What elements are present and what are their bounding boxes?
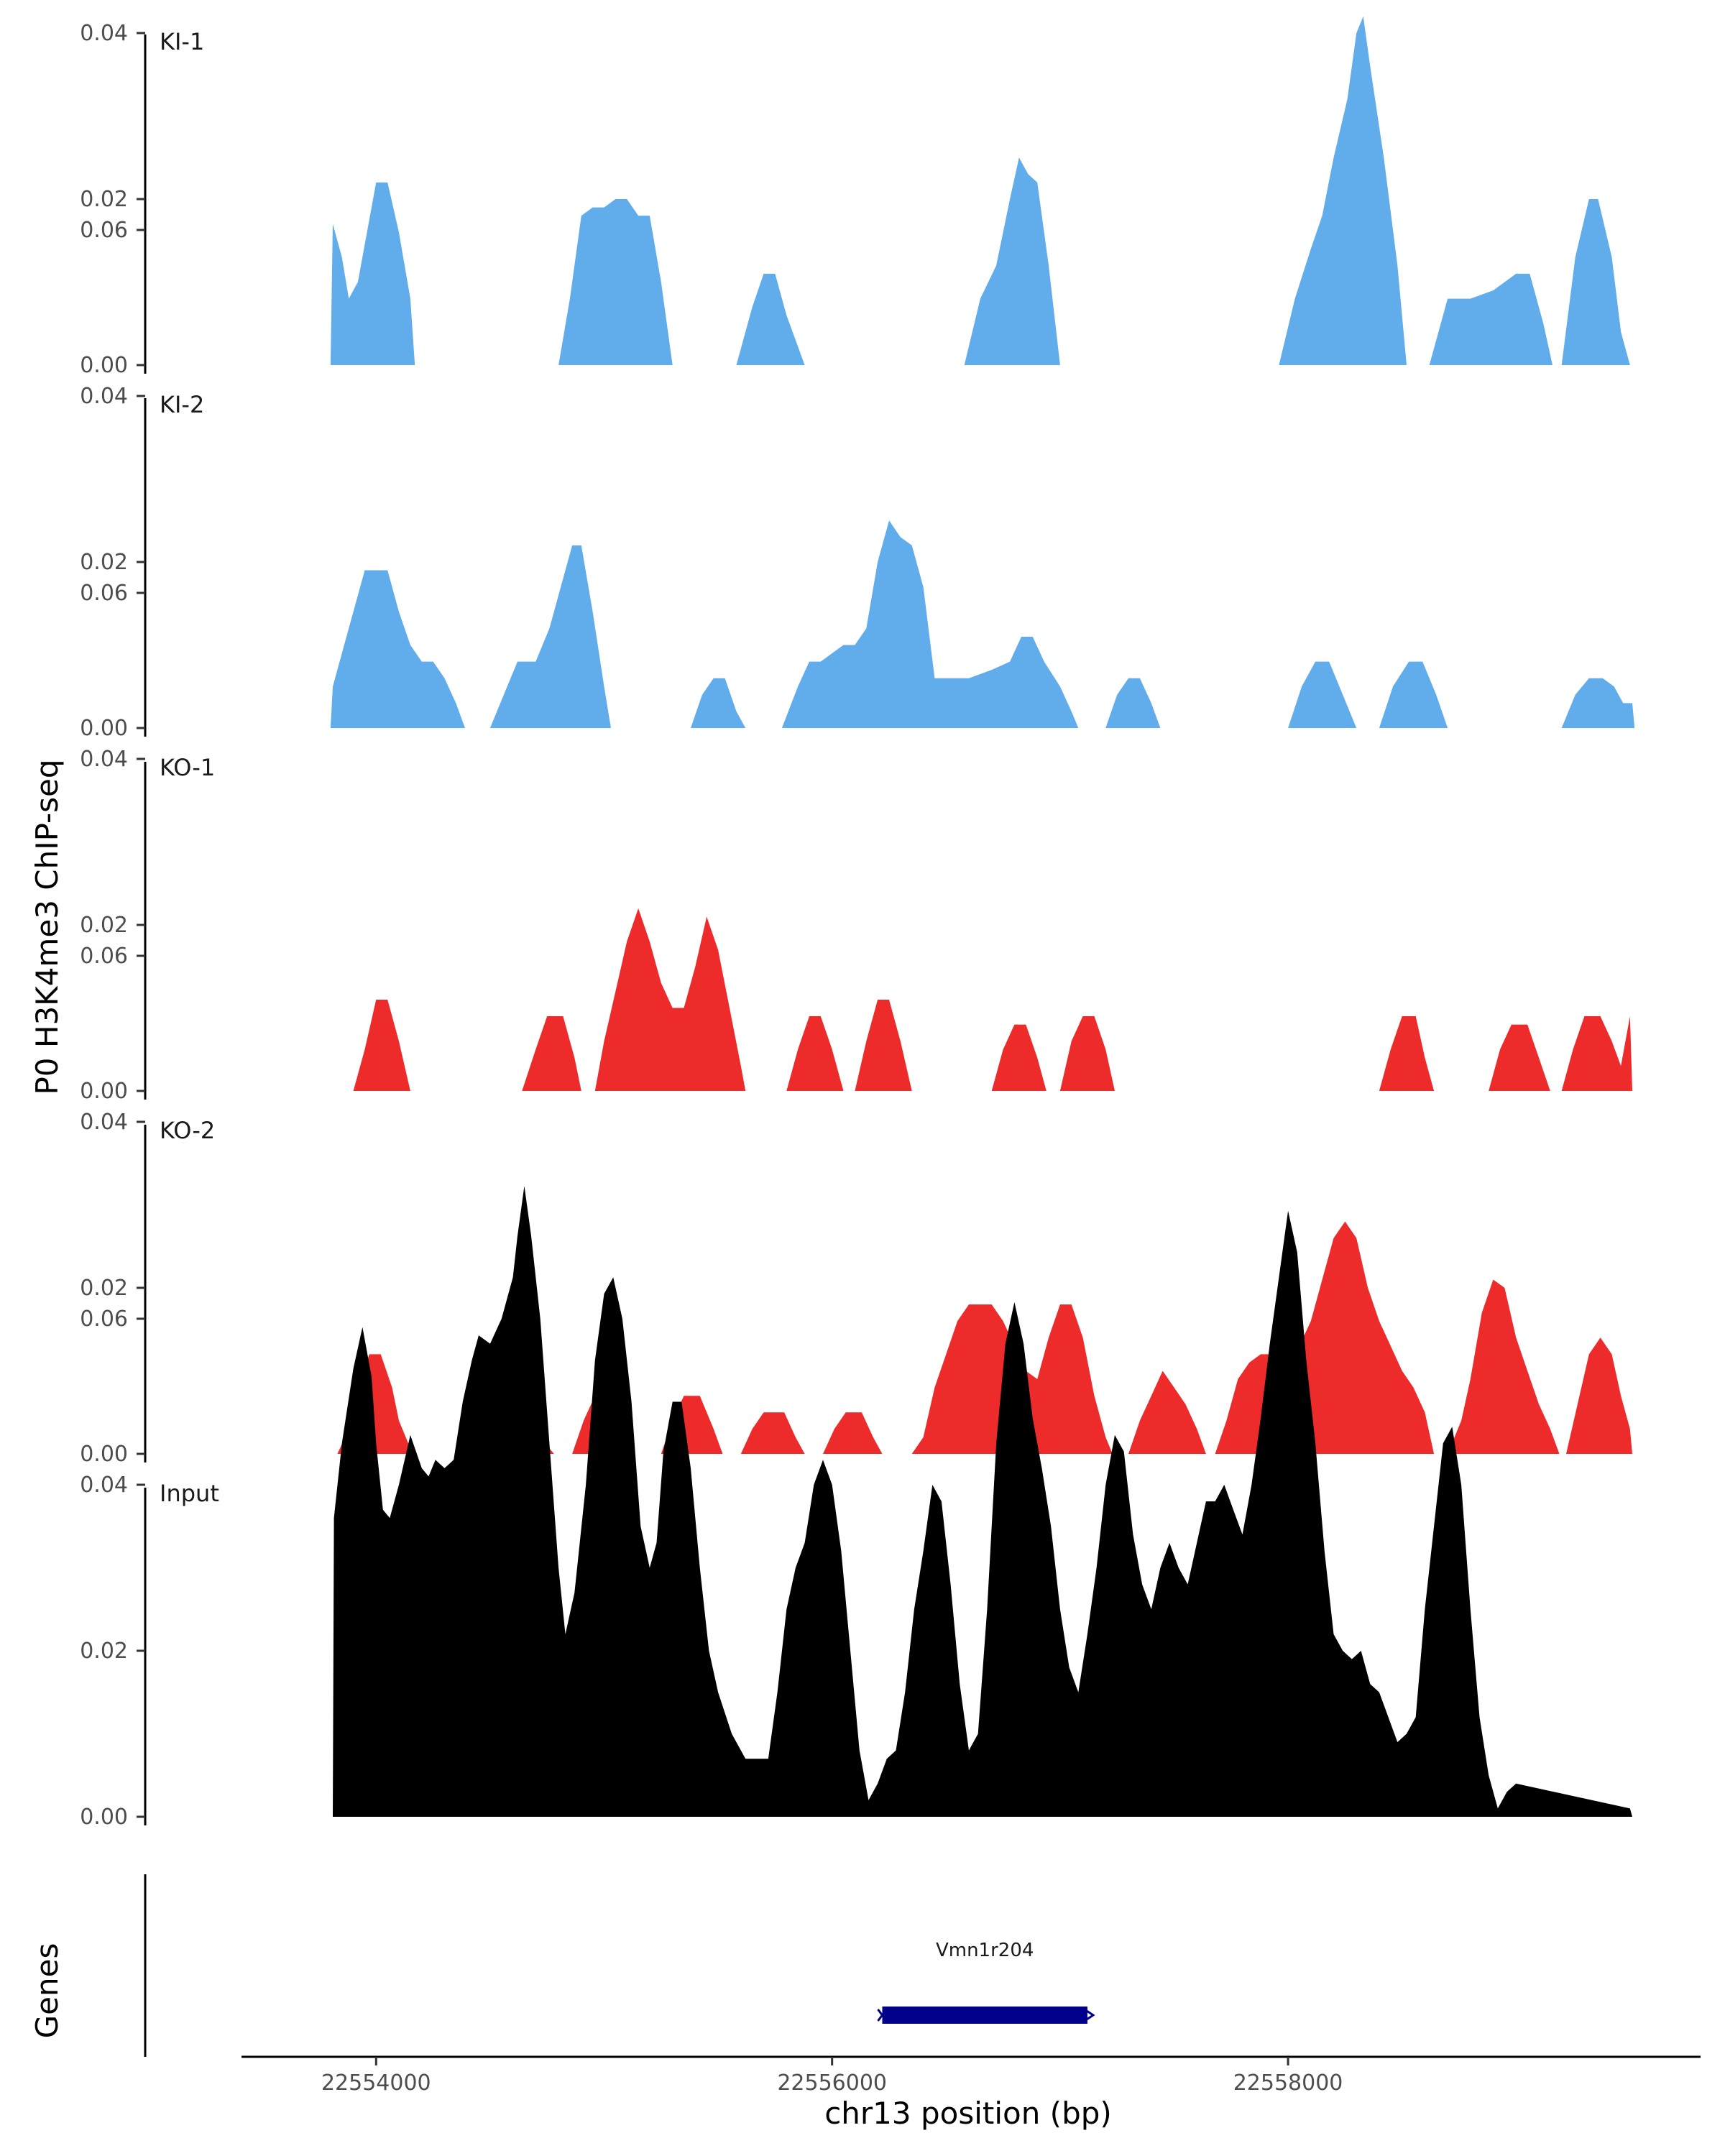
signal-peak-ki-2 [489, 545, 611, 728]
gene-name-label: Vmn1r204 [936, 1940, 1034, 1961]
track-label-ko-1: KO-1 [160, 754, 215, 781]
y-tick-label: 0.00 [80, 353, 128, 378]
gene-track: Vmn1r204 [144, 1874, 1095, 2057]
signal-peak-ki-2 [691, 678, 746, 728]
signal-peak-ko-2 [823, 1412, 883, 1454]
signal-peak-ko-1 [594, 908, 746, 1091]
y-tick-label: 0.04 [80, 21, 128, 46]
y-tick-label: 0.02 [80, 187, 128, 212]
y-tick-label: 0.04 [80, 1110, 128, 1135]
y-tick-label: 0.06 [80, 1307, 128, 1332]
track-label-input: Input [160, 1480, 219, 1507]
signal-peak-ki-2 [1561, 678, 1635, 728]
y-tick-label: 0.02 [80, 1639, 128, 1664]
signal-peak-ko-1 [991, 1024, 1046, 1091]
gene-body [882, 2007, 1087, 2024]
track-label-ki-1: KI-1 [160, 28, 204, 55]
signal-peak-ko-2 [1128, 1370, 1206, 1454]
y-tick-label: 0.00 [80, 1442, 128, 1467]
track-label-ki-2: KI-2 [160, 391, 204, 418]
y-tick-label: 0.04 [80, 1473, 128, 1498]
signal-peak-ki-2 [1288, 661, 1357, 728]
track-ko-2: 0.00 0.02 0.04 0.06 KO-2 [80, 944, 1632, 1467]
signal-peak-ki-1 [1561, 199, 1630, 365]
signal-peak-ko-1 [1059, 1016, 1115, 1091]
signal-peak-ko-1 [786, 1016, 844, 1091]
signal-tracks: 0.00 0.02 0.04 0.06 KI-1 0.00 0.02 0.04 0.06 KI-2… [80, 16, 1635, 1830]
signal-peak-ki-1 [1429, 273, 1552, 365]
signal-peak-ko-1 [353, 1000, 410, 1091]
x-tick-label: 22554000 [321, 2070, 431, 2096]
gene-track-title: Genes [29, 1943, 65, 2039]
y-tick-label: 0.06 [80, 944, 128, 969]
signal-peak-ki-1 [1279, 16, 1407, 366]
signal-peak-ko-2 [1215, 1221, 1435, 1454]
signal-peak-ki-2 [781, 520, 1079, 728]
y-axis-title: P0 H3K4me3 ChIP-seq [29, 759, 65, 1095]
y-tick-label: 0.00 [80, 716, 128, 741]
signal-peak-ko-1 [1379, 1016, 1435, 1091]
y-tick-label: 0.04 [80, 747, 128, 772]
x-tick-label: 22556000 [777, 2070, 887, 2096]
track-ko-1: 0.00 0.02 0.04 0.06 KO-1 [80, 581, 1632, 1104]
y-tick-label: 0.06 [80, 581, 128, 606]
track-input: 0.00 0.02 0.04 0.06 Input [80, 1186, 1632, 1830]
track-ki-1: 0.00 0.02 0.04 0.06 KI-1 [80, 16, 1630, 378]
y-tick-label: 0.04 [80, 384, 128, 409]
gene-start-marker [877, 2009, 888, 2022]
signal-peak-ko-1 [1561, 1016, 1632, 1091]
y-tick-label: 0.02 [80, 550, 128, 575]
signal-peak-ki-2 [1105, 678, 1161, 728]
signal-peak-ki-2 [330, 570, 465, 728]
y-tick-label: 0.00 [80, 1805, 128, 1830]
signal-peak-ki-1 [964, 157, 1060, 366]
signal-peak-ko-1 [1489, 1024, 1550, 1091]
signal-peak-ko-1 [855, 1000, 912, 1091]
track-label-ko-2: KO-2 [160, 1117, 215, 1144]
signal-peak-ki-1 [330, 182, 415, 365]
gene-strand-arrow [1084, 2008, 1095, 2022]
signal-peak-ko-1 [522, 1016, 581, 1091]
x-axis: 22554000 22556000 22558000 [242, 2055, 1701, 2096]
signal-peak-ko-2 [1448, 1279, 1560, 1454]
x-tick-label: 22558000 [1233, 2070, 1343, 2096]
signal-peak-ki-2 [1379, 661, 1448, 728]
x-axis-title: chr13 position (bp) [824, 2096, 1112, 2131]
track-ki-2: 0.00 0.02 0.04 0.06 KI-2 [80, 218, 1635, 741]
y-tick-label: 0.02 [80, 913, 128, 938]
y-tick-label: 0.02 [80, 1276, 128, 1301]
y-tick-label: 0.06 [80, 218, 128, 243]
signal-peak-ko-2 [1566, 1337, 1632, 1454]
y-tick-label: 0.00 [80, 1079, 128, 1104]
signal-peak-ki-1 [558, 199, 673, 365]
signal-peak-input [333, 1186, 1632, 1817]
signal-peak-ki-1 [736, 273, 805, 365]
signal-peak-ko-2 [740, 1412, 805, 1454]
